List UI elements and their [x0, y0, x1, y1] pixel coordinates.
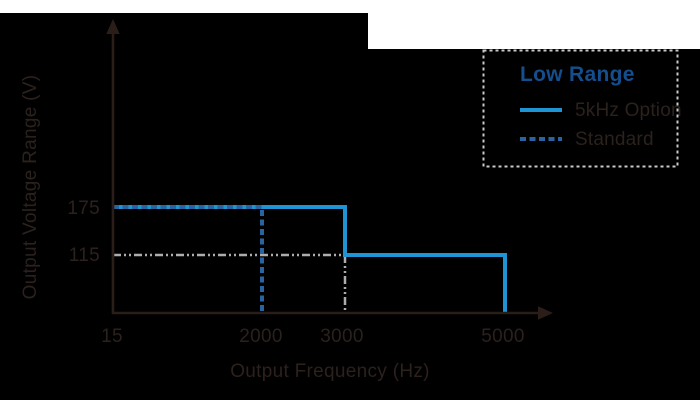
y-axis-title: Output Voltage Range (V): [20, 74, 41, 300]
x-tick-2000: 2000: [239, 326, 283, 347]
x-axis-arrow-icon: [538, 306, 553, 320]
x-axis-title: Output Frequency (Hz): [230, 361, 430, 382]
legend-item-standard-label: Standard: [575, 129, 654, 150]
series-line-5khz-option: [113, 205, 507, 313]
series-line-standard: [113, 205, 264, 313]
x-tick-15: 15: [101, 326, 123, 347]
x-tick-5000: 5000: [481, 326, 525, 347]
x-tick-3000: 3000: [320, 326, 364, 347]
legend-box-border: [482, 49, 679, 168]
legend-title: Low Range: [520, 63, 635, 86]
legend-item-5khz-option-label: 5kHz Option: [575, 100, 682, 121]
background-white-block-topright: [368, 0, 700, 49]
y-tick-175: 175: [67, 198, 100, 219]
y-tick-115: 115: [68, 245, 100, 266]
y-axis-arrow-icon: [106, 19, 120, 34]
